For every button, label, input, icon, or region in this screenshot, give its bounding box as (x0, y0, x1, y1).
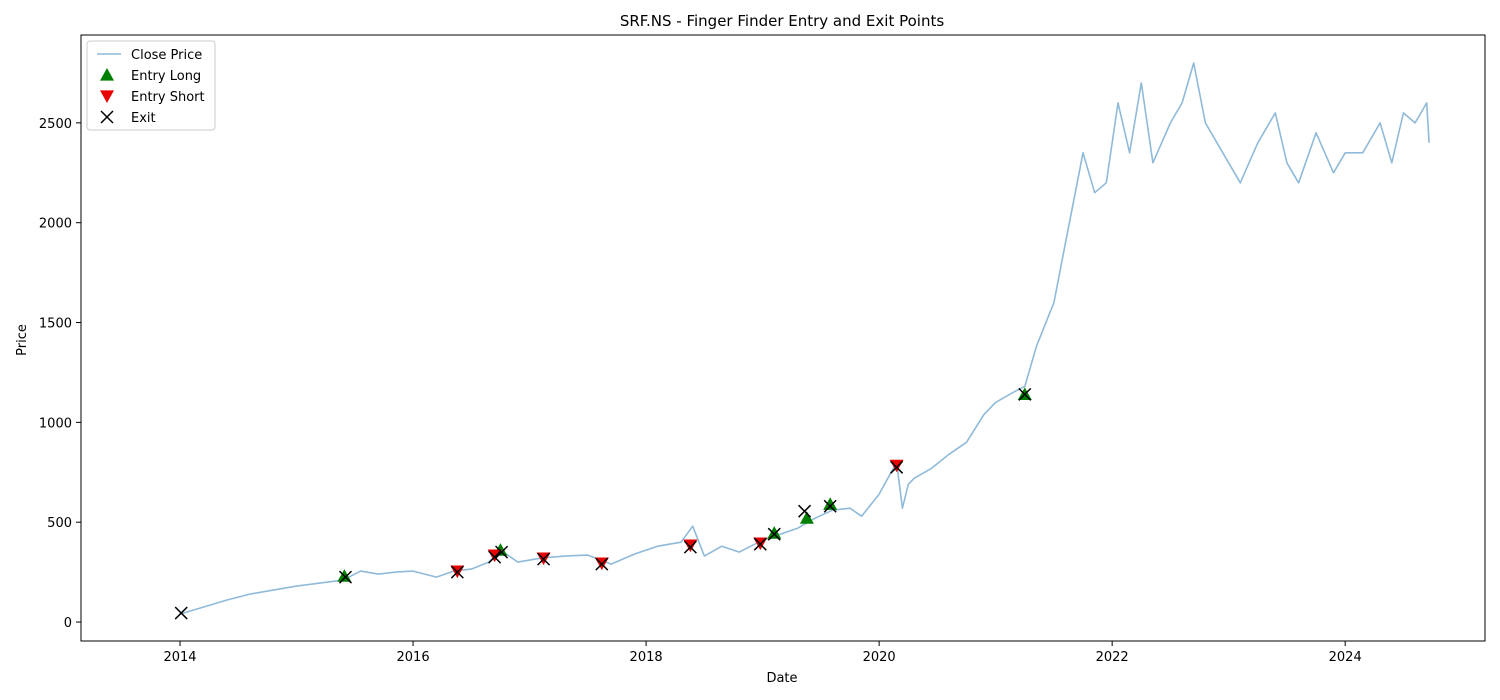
exit-marker (798, 504, 812, 518)
entry-long-marker (823, 497, 838, 510)
y-tick-label: 1500 (39, 317, 72, 332)
y-axis-label: Price (15, 324, 30, 356)
legend-label: Entry Long (131, 69, 201, 84)
exit-marker (767, 527, 781, 541)
exit-marker (683, 540, 697, 554)
legend-label: Close Price (131, 48, 202, 63)
exit-marker (338, 570, 353, 584)
plot-area: 2014 2016 2018 2020 2022 2024 0 500 1000 1500 2000… (39, 34, 1486, 665)
chart-title: SRF.NS - Finger Finder Entry and Exit Po… (620, 12, 944, 30)
entry-long-marker (767, 526, 782, 539)
y-tick-label: 2500 (39, 117, 72, 132)
exit-marker (495, 545, 509, 559)
x-tick-label: 2014 (163, 650, 196, 665)
exit-marker (595, 557, 609, 571)
exit-marker (1018, 387, 1032, 401)
y-tick-label: 0 (64, 616, 72, 631)
exit-marker (890, 460, 904, 474)
x-axis-label: Date (766, 671, 797, 686)
exit-marker (488, 550, 502, 564)
x-tick-label: 2022 (1096, 650, 1129, 665)
legend-x-swatch (100, 110, 114, 124)
x-tick-label: 2020 (863, 650, 896, 665)
entry-long-marker (799, 511, 814, 524)
legend-box (86, 40, 216, 131)
legend-label: Exit (131, 111, 156, 126)
exit-marker (823, 499, 837, 513)
y-tick-label: 1000 (39, 416, 72, 431)
legend: Close Price Entry Long Entry Short Exit (86, 40, 216, 131)
x-tick-label: 2018 (630, 650, 663, 665)
exit-marker (537, 552, 551, 566)
y-tick-label: 500 (47, 516, 72, 531)
x-tick-label: 2016 (397, 650, 430, 665)
exit-marker (450, 565, 464, 579)
exit-marker (753, 537, 767, 551)
legend-label: Entry Short (131, 90, 205, 105)
axes-frame (80, 34, 1486, 642)
legend-triangle-down-swatch (100, 90, 114, 103)
exit-marker (174, 606, 188, 620)
legend-triangle-up-swatch (100, 68, 114, 81)
x-tick-label: 2024 (1329, 650, 1362, 665)
close-price-line (179, 62, 1430, 615)
y-tick-label: 2000 (39, 217, 72, 232)
